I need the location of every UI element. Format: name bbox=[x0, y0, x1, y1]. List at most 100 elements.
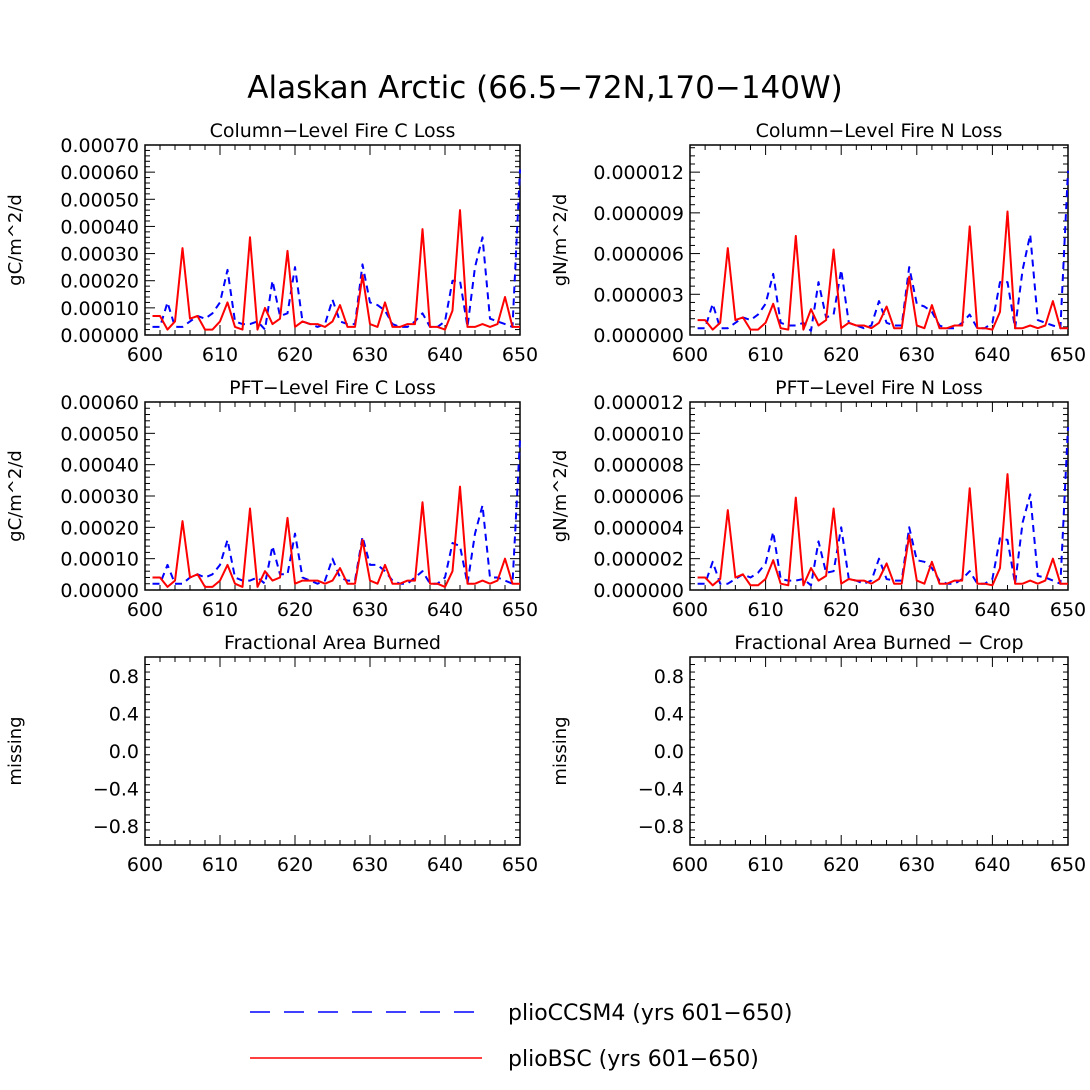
y-tick-label: 0.000012 bbox=[593, 392, 684, 414]
y-tick-label: 0.000000 bbox=[593, 580, 684, 602]
y-tick-label: 0.00020 bbox=[60, 517, 139, 539]
x-tick-label: 610 bbox=[747, 599, 783, 621]
x-tick-label: 610 bbox=[202, 344, 238, 366]
series-line-pliobsc bbox=[697, 473, 1068, 587]
x-tick-label: 640 bbox=[974, 344, 1010, 366]
series-line-pliobsc bbox=[152, 209, 520, 331]
y-tick-label: 0.00060 bbox=[60, 392, 139, 414]
legend: plioCCSM4 (yrs 601−650) plioBSC (yrs 601… bbox=[250, 1001, 792, 1072]
plot-frame bbox=[689, 144, 1069, 336]
panel-title: PFT−Level Fire N Loss bbox=[775, 377, 983, 399]
y-tick-label: 0.000004 bbox=[593, 517, 684, 539]
x-tick-label: 600 bbox=[127, 599, 163, 621]
panel-title: PFT−Level Fire C Loss bbox=[229, 377, 436, 399]
y-tick-label: 0.000003 bbox=[593, 284, 684, 306]
panel-title: Column−Level Fire C Loss bbox=[210, 120, 456, 142]
y-tick-label: −0.4 bbox=[638, 779, 684, 801]
y-tick-label: 0.000006 bbox=[593, 244, 684, 266]
x-tick-label: 640 bbox=[427, 599, 463, 621]
panel-column-level-fire-n-loss: Column−Level Fire N Loss gN/m^2/d 600 610 62… bbox=[550, 120, 1086, 366]
x-tick-label: 620 bbox=[277, 344, 313, 366]
x-tick-label: 650 bbox=[1050, 344, 1086, 366]
x-tick-label: 650 bbox=[1050, 599, 1086, 621]
x-tick-label: 610 bbox=[202, 599, 238, 621]
panel-fractional-area-burned: Fractional Area Burned missing 600 610 620 63… bbox=[5, 632, 538, 876]
y-tick-label: 0.00000 bbox=[60, 325, 139, 347]
x-tick-label: 620 bbox=[277, 599, 313, 621]
y-tick-label: 0.8 bbox=[109, 666, 139, 688]
x-tick-label: 640 bbox=[974, 599, 1010, 621]
y-tick-label: 0.000000 bbox=[593, 325, 684, 347]
y-tick-label: 0.00030 bbox=[60, 486, 139, 508]
x-tick-label: 600 bbox=[672, 854, 708, 876]
y-tick-label: 0.000002 bbox=[593, 549, 684, 571]
x-tick-label: 620 bbox=[277, 854, 313, 876]
y-tick-label: 0.00050 bbox=[60, 423, 139, 445]
y-tick-label: 0.000006 bbox=[593, 486, 684, 508]
y-tick-label: 0.00000 bbox=[60, 580, 139, 602]
x-tick-label: 600 bbox=[672, 599, 708, 621]
x-tick-label: 600 bbox=[127, 854, 163, 876]
y-tick-label: 0.00060 bbox=[60, 162, 139, 184]
y-tick-label: 0.00050 bbox=[60, 189, 139, 211]
plot-frame bbox=[689, 656, 1069, 846]
y-tick-label: −0.4 bbox=[93, 779, 139, 801]
legend-label-pliobsc: plioBSC (yrs 601−650) bbox=[508, 1047, 759, 1072]
x-tick-label: 650 bbox=[1050, 854, 1086, 876]
x-tick-label: 640 bbox=[427, 344, 463, 366]
y-axis-label: gC/m^2/d bbox=[5, 194, 26, 286]
y-tick-label: 0.00040 bbox=[60, 216, 139, 238]
x-tick-label: 630 bbox=[899, 344, 935, 366]
y-tick-label: 0.00010 bbox=[60, 298, 139, 320]
legend-label-plioccsm4: plioCCSM4 (yrs 601−650) bbox=[508, 1001, 792, 1026]
x-tick-label: 630 bbox=[899, 599, 935, 621]
x-tick-label: 610 bbox=[202, 854, 238, 876]
x-tick-label: 600 bbox=[672, 344, 708, 366]
y-axis-label: gN/m^2/d bbox=[550, 450, 571, 543]
x-tick-label: 600 bbox=[127, 344, 163, 366]
y-tick-label: −0.8 bbox=[93, 816, 139, 838]
x-tick-label: 610 bbox=[747, 344, 783, 366]
y-tick-label: 0.000009 bbox=[593, 203, 684, 225]
series-line-plioccsm4 bbox=[697, 427, 1069, 587]
x-tick-label: 630 bbox=[352, 854, 388, 876]
figure-title: Alaskan Arctic (66.5−72N,170−140W) bbox=[247, 70, 843, 106]
panel-pft-level-fire-c-loss: PFT−Level Fire C Loss gC/m^2/d 600 610 620 63… bbox=[5, 377, 538, 621]
x-tick-label: 630 bbox=[352, 599, 388, 621]
x-tick-label: 630 bbox=[352, 344, 388, 366]
x-tick-label: 640 bbox=[974, 854, 1010, 876]
y-axis-label: gN/m^2/d bbox=[550, 194, 571, 287]
y-tick-label: 0.4 bbox=[109, 703, 139, 725]
x-tick-label: 640 bbox=[427, 854, 463, 876]
x-tick-label: 650 bbox=[502, 599, 538, 621]
y-tick-label: 0.00040 bbox=[60, 455, 139, 477]
y-tick-label: 0.4 bbox=[654, 703, 684, 725]
x-tick-label: 650 bbox=[502, 854, 538, 876]
x-tick-label: 610 bbox=[747, 854, 783, 876]
y-tick-label: 0.000010 bbox=[593, 423, 684, 445]
y-tick-label: 0.00020 bbox=[60, 271, 139, 293]
x-tick-label: 620 bbox=[823, 854, 859, 876]
series-line-pliobsc bbox=[152, 485, 520, 588]
y-tick-label: −0.8 bbox=[638, 816, 684, 838]
series-line-pliobsc bbox=[697, 210, 1068, 331]
x-tick-label: 620 bbox=[823, 599, 859, 621]
y-axis-label: missing bbox=[550, 716, 571, 785]
y-tick-label: 0.0 bbox=[109, 741, 139, 763]
y-tick-label: 0.00070 bbox=[60, 135, 139, 157]
y-tick-label: 0.00030 bbox=[60, 244, 139, 266]
panel-title: Column−Level Fire N Loss bbox=[756, 120, 1003, 142]
x-tick-label: 620 bbox=[823, 344, 859, 366]
x-tick-label: 630 bbox=[899, 854, 935, 876]
y-tick-label: 0.00010 bbox=[60, 549, 139, 571]
plot-frame bbox=[144, 656, 521, 846]
plot-frame bbox=[144, 144, 521, 336]
y-tick-label: 0.000008 bbox=[593, 455, 684, 477]
y-tick-label: 0.0 bbox=[654, 741, 684, 763]
y-tick-label: 0.000012 bbox=[593, 162, 684, 184]
series-line-plioccsm4 bbox=[152, 169, 521, 331]
panel-column-level-fire-c-loss: Column−Level Fire C Loss gC/m^2/d 600 610 62… bbox=[5, 120, 538, 366]
y-axis-label: gC/m^2/d bbox=[5, 450, 26, 542]
panel-title: Fractional Area Burned bbox=[224, 632, 441, 654]
